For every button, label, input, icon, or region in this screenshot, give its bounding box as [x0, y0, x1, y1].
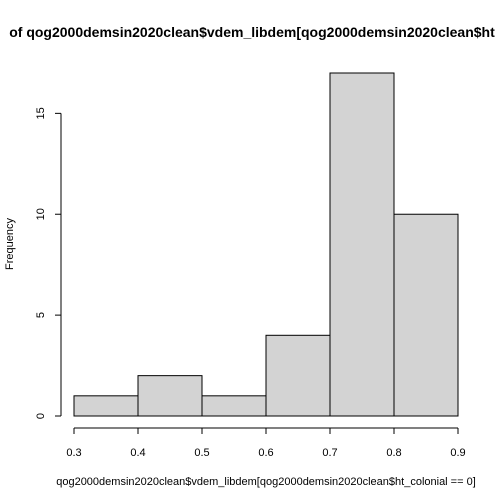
- histogram-bar: [138, 376, 202, 416]
- y-tick-label: 0: [35, 413, 47, 419]
- histogram-bar: [202, 396, 266, 416]
- x-axis: 0.3 0.4 0.5 0.6 0.7 0.8 0.9: [66, 428, 465, 459]
- y-tick-label: 5: [35, 312, 47, 318]
- chart-title: of qog2000demsin2020clean$vdem_libdem[qo…: [9, 24, 495, 40]
- y-axis: 0 5 10 15: [35, 107, 61, 419]
- y-axis-label: Frequency: [4, 218, 16, 270]
- x-tick-label: 0.3: [66, 447, 81, 459]
- x-tick-label: 0.4: [130, 447, 145, 459]
- x-tick-label: 0.6: [258, 447, 273, 459]
- x-tick-label: 0.5: [194, 447, 209, 459]
- histogram-bar: [330, 73, 394, 416]
- y-tick-label: 15: [35, 107, 47, 119]
- x-tick-label: 0.7: [322, 447, 337, 459]
- histogram-bar: [394, 214, 458, 416]
- x-tick-label: 0.8: [386, 447, 401, 459]
- histogram-bar: [74, 396, 138, 416]
- x-axis-label: qog2000demsin2020clean$vdem_libdem[qog20…: [56, 476, 476, 488]
- bars-group: [74, 73, 458, 416]
- y-tick-label: 10: [35, 208, 47, 220]
- x-tick-label: 0.9: [450, 447, 465, 459]
- histogram-bar: [266, 335, 330, 416]
